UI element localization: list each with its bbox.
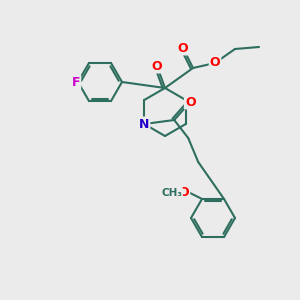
Text: N: N xyxy=(139,118,149,130)
Text: O: O xyxy=(152,59,162,73)
Text: O: O xyxy=(210,56,220,70)
Text: CH₃: CH₃ xyxy=(161,188,182,198)
Text: O: O xyxy=(179,186,189,200)
Text: O: O xyxy=(185,95,196,109)
Text: F: F xyxy=(72,76,80,88)
Text: O: O xyxy=(178,41,188,55)
